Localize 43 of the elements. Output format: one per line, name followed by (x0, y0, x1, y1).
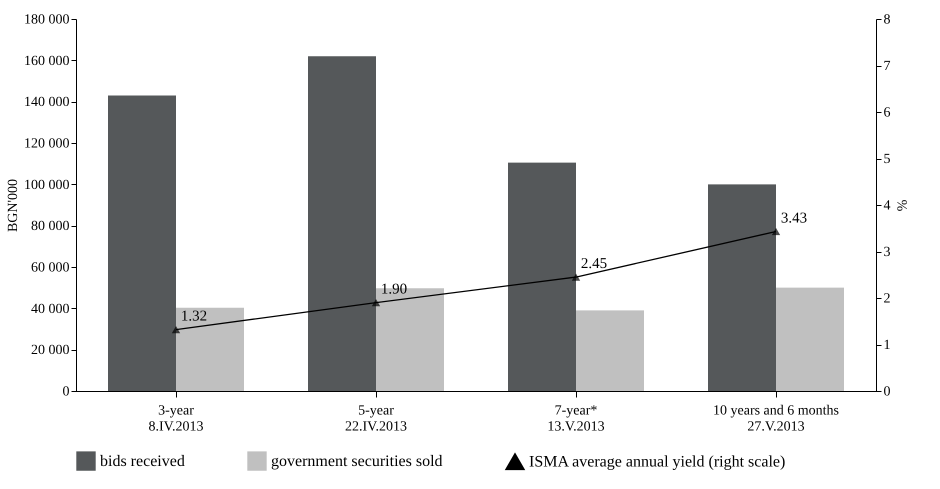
legend-label: government securities sold (271, 453, 443, 470)
y-tick-label: 140 000 (24, 95, 70, 110)
bar (176, 308, 244, 391)
y2-tick-label: 5 (884, 152, 890, 167)
y2-tick-label: 3 (884, 245, 890, 260)
y-axis-title: BGN'000 (6, 178, 21, 232)
y-tick-label: 80 000 (31, 219, 70, 234)
y-tick-label: 120 000 (24, 136, 70, 152)
y2-tick-label: 8 (884, 12, 890, 28)
point (372, 299, 380, 306)
y-tick-label: 0 (62, 384, 70, 400)
y2-tick-label: 7 (884, 59, 890, 74)
bar (308, 56, 376, 391)
bar (708, 184, 776, 391)
y2-tick-label: 2 (884, 292, 890, 306)
x-tick-label: 10 years and 6 months 27.V.2013 (713, 404, 839, 434)
y-tick-label: 60 000 (31, 260, 70, 276)
y-tick-label: 40 000 (31, 302, 70, 317)
y-tick-label: 100 000 (24, 178, 70, 193)
y2-tick-label: 4 (884, 198, 890, 214)
point (772, 228, 780, 236)
y2-tick-label: 0 (884, 384, 890, 400)
y-tick-label: 180 000 (24, 12, 70, 28)
bar (108, 95, 176, 391)
x-tick-label: 5-year 22.IV.2013 (345, 404, 407, 434)
x-tick-label: 3-year 8.IV.2013 (148, 404, 204, 434)
y2-tick-label: 6 (884, 106, 890, 120)
bar (508, 162, 576, 391)
legend-label: bids received (100, 453, 185, 470)
point (172, 326, 180, 334)
y-tick-label: 160 000 (24, 54, 70, 69)
data-label: 1.90 (380, 282, 408, 298)
y2-tick-label: 1 (884, 338, 890, 353)
data-label: 2.45 (580, 256, 608, 272)
data-label: 1.32 (180, 308, 208, 325)
y2-axis-title: % (894, 200, 908, 212)
bar (776, 288, 844, 391)
y-tick-label: 20 000 (31, 343, 70, 358)
x-tick-label: 7-year* 13.V.2013 (547, 404, 605, 434)
legend-label: ISMA average annual yield (right scale) (529, 454, 786, 471)
data-label: 3.43 (780, 210, 808, 227)
point (572, 273, 580, 281)
bar (576, 310, 644, 391)
